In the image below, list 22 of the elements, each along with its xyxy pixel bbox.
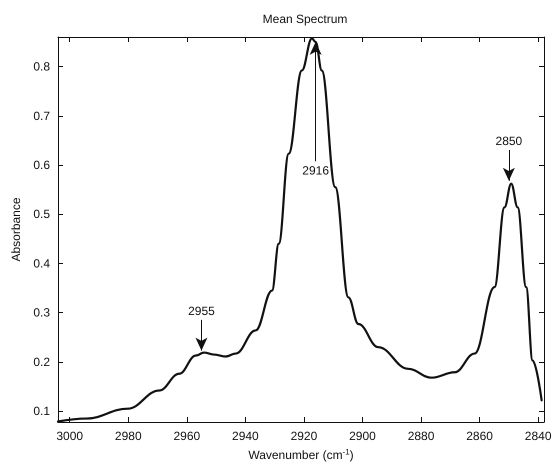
y-tick-label: 0.4: [33, 256, 50, 270]
x-tick-label: 2960: [173, 429, 200, 443]
x-tick-label: 2940: [232, 429, 260, 443]
annotation: 2955: [188, 304, 216, 318]
chart-title: Mean Spectrum: [262, 12, 348, 26]
x-tick-label: 2900: [349, 429, 376, 443]
y-axis-title: Absorbance: [9, 197, 23, 262]
y-tick-label: 0.3: [33, 306, 50, 320]
x-tick-label: 2980: [114, 429, 142, 443]
x-tick-label: 2920: [290, 429, 318, 443]
x-tick-label: 2880: [408, 429, 435, 443]
y-tick-label: 0.5: [33, 207, 50, 222]
x-tick-label: 2840: [524, 429, 552, 443]
annotation: 2916: [302, 163, 330, 178]
y-tick-label: 0.2: [33, 354, 50, 369]
y-tick-label: 0.7: [33, 108, 50, 123]
annotation: 2850: [496, 134, 523, 148]
y-tick-label: 0.6: [33, 158, 50, 172]
x-tick-label: 2860: [466, 429, 494, 443]
x-tick-label: 3000: [56, 429, 84, 443]
y-tick-label: 0.1: [33, 404, 50, 418]
y-tick-label: 0.8: [33, 60, 50, 74]
